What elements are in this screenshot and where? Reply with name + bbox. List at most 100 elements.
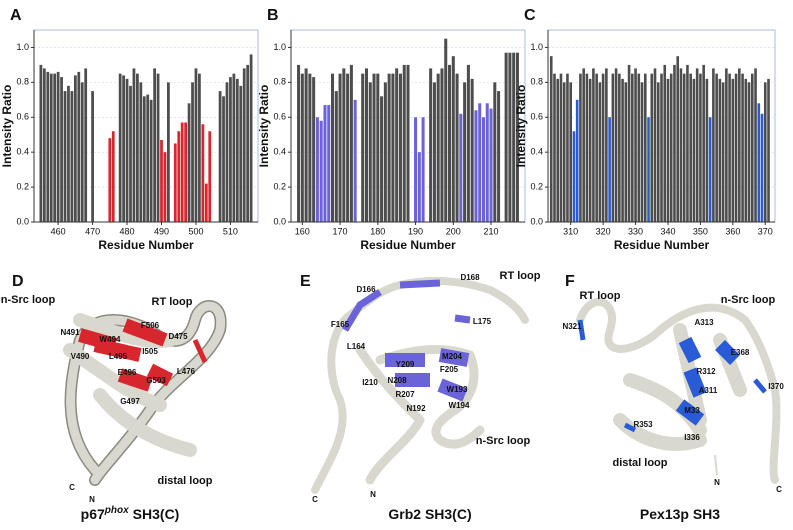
bar xyxy=(149,99,153,222)
caption-part: Grb2 SH3(C) xyxy=(388,506,471,522)
x-tick-label: 460 xyxy=(51,226,66,236)
residue-label: N192 xyxy=(406,404,426,413)
bar xyxy=(459,113,463,222)
bar xyxy=(372,73,376,223)
bar xyxy=(160,139,163,222)
bar xyxy=(559,73,563,223)
bar xyxy=(566,73,569,223)
bar xyxy=(582,68,585,223)
bar xyxy=(634,68,637,223)
bar xyxy=(60,77,63,222)
y-axis-label: Intensity Ratio xyxy=(257,85,271,168)
y-tick-label: 0.6 xyxy=(16,112,29,122)
bar xyxy=(180,122,184,222)
bar xyxy=(235,78,239,222)
y-tick-label: 0.0 xyxy=(273,216,286,226)
residue-label: R312 xyxy=(696,367,716,376)
loop-label: distal loop xyxy=(613,457,668,469)
bar xyxy=(406,64,410,222)
loop-label: RT loop xyxy=(152,296,193,308)
residue-label: M204 xyxy=(442,352,463,361)
bar xyxy=(73,75,77,222)
y-tick-label: 0.4 xyxy=(530,147,543,157)
loop-label: n-Src loop xyxy=(1,294,56,306)
bar xyxy=(421,117,425,222)
y-tick-label: 1.0 xyxy=(273,42,286,52)
bar xyxy=(383,82,387,222)
x-axis-label: Residue Number xyxy=(614,238,710,252)
bar xyxy=(451,56,455,222)
y-tick-label: 0.0 xyxy=(530,216,543,226)
bar xyxy=(611,73,615,223)
bar xyxy=(156,73,160,223)
bar xyxy=(702,64,705,222)
bar xyxy=(663,64,667,222)
y-axis-label: Intensity Ratio xyxy=(0,85,14,168)
bar xyxy=(80,82,84,222)
bar xyxy=(139,82,143,222)
residue-label: F165 xyxy=(331,320,350,329)
panel-letter: E xyxy=(300,273,311,290)
bar xyxy=(474,110,478,222)
loop-label: distal loop xyxy=(158,475,213,487)
bar xyxy=(39,64,43,222)
y-tick-label: 0.6 xyxy=(530,112,543,122)
bar xyxy=(417,152,421,222)
x-tick-label: 360 xyxy=(725,226,740,236)
bar xyxy=(444,38,448,223)
bar xyxy=(368,82,372,222)
bar xyxy=(323,105,327,222)
bar xyxy=(605,68,608,223)
bar xyxy=(204,183,208,222)
bar xyxy=(455,73,459,223)
y-tick-label: 1.0 xyxy=(16,42,29,52)
x-tick-label: 370 xyxy=(758,226,773,236)
bar xyxy=(695,68,699,223)
bar xyxy=(679,68,683,223)
bar xyxy=(767,78,770,222)
bar xyxy=(391,73,395,223)
bar xyxy=(376,73,380,223)
bar xyxy=(614,68,618,223)
bar xyxy=(760,113,764,222)
caption: Grb2 SH3(C) xyxy=(388,506,471,522)
bar xyxy=(721,82,725,222)
y-tick-label: 0.2 xyxy=(273,181,286,191)
x-tick-label: 330 xyxy=(628,226,643,236)
bar xyxy=(194,68,198,223)
residue-label: C xyxy=(69,483,75,492)
bar xyxy=(208,131,212,222)
bar xyxy=(246,64,250,222)
residue-label: L495 xyxy=(109,352,128,361)
bar xyxy=(754,68,757,223)
bar xyxy=(67,85,70,222)
panel-letter: A xyxy=(10,7,22,24)
bar xyxy=(631,73,634,223)
bar xyxy=(315,117,319,222)
residue-label: W193 xyxy=(447,385,468,394)
caption-part: Pex13p SH3 xyxy=(640,506,720,522)
bar xyxy=(512,52,516,222)
bar xyxy=(712,68,715,223)
residue-label: N321 xyxy=(562,322,582,331)
bar xyxy=(187,103,191,222)
bar xyxy=(549,56,553,222)
bar xyxy=(757,103,761,222)
bar xyxy=(319,120,323,222)
bar xyxy=(218,91,222,222)
bar xyxy=(300,73,304,223)
bar xyxy=(342,68,346,223)
bar xyxy=(380,96,384,222)
bar xyxy=(515,52,519,222)
bar xyxy=(497,91,501,222)
bar xyxy=(387,73,391,223)
bar xyxy=(163,152,167,222)
loop-label: n-Src loop xyxy=(721,294,776,306)
residue-label: F205 xyxy=(440,365,459,374)
bar xyxy=(741,73,744,223)
bar xyxy=(715,73,718,223)
bar xyxy=(481,117,485,222)
bar xyxy=(660,73,663,223)
bar xyxy=(608,117,611,222)
bar xyxy=(575,99,579,222)
